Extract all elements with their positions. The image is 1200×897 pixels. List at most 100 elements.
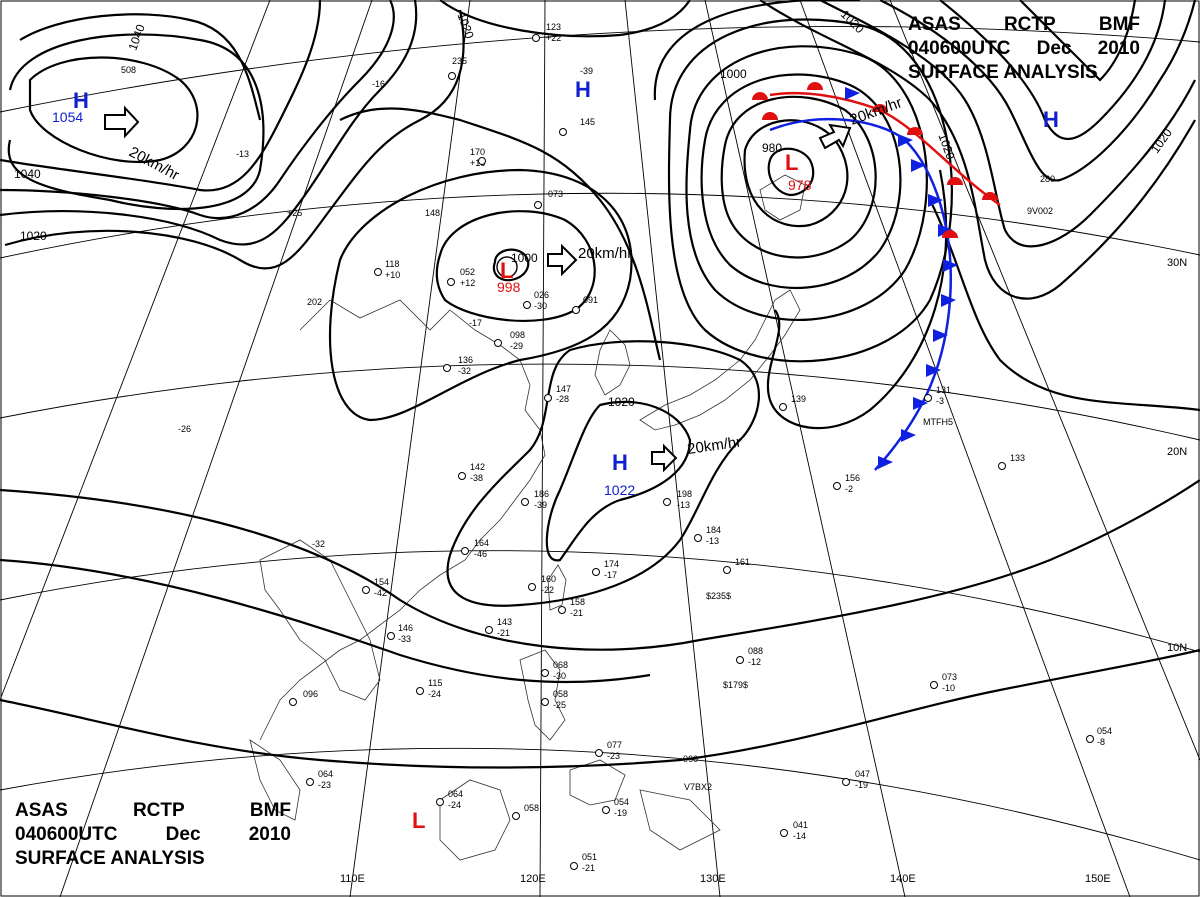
station-value: -24 <box>448 800 461 810</box>
motion-arrows <box>104 105 852 473</box>
isobar-low2-ring1 <box>767 147 815 197</box>
isobar-label: 1040 <box>126 22 148 52</box>
arrow-low-ne <box>818 123 852 150</box>
coast-taiwan <box>547 564 567 611</box>
station-value: 060 <box>683 754 698 764</box>
lon-line-90e <box>0 0 271 701</box>
station-circle <box>494 339 502 347</box>
cold-front-triangle <box>878 456 893 469</box>
station-value: -26 <box>178 424 191 434</box>
isobar-label: 1000 <box>720 67 747 81</box>
header-office: BMF <box>1098 14 1140 35</box>
station-value: 052 <box>460 267 475 277</box>
coast-mindanao <box>569 759 626 806</box>
header-time: 040600UTC <box>15 824 118 845</box>
header-station: RCTP <box>132 800 185 821</box>
coast-luzon <box>519 649 566 741</box>
station-value: $179$ <box>723 680 748 690</box>
isobar-ne-1020 <box>759 0 1196 300</box>
header-line-2: 040600UTC Dec 2010 <box>908 37 1140 61</box>
high-center-nw: H <box>73 88 89 113</box>
coast-japan <box>639 289 801 431</box>
high-center-taiwan: H <box>612 450 628 475</box>
station-value: +25 <box>287 208 302 218</box>
isobar-low2-ring7 <box>653 0 948 430</box>
isobar-ne-3 <box>879 0 1197 182</box>
station-value: 148 <box>425 208 440 218</box>
station-value: 198 <box>677 489 692 499</box>
station-circle <box>592 568 600 576</box>
station-circle <box>570 862 578 870</box>
station-value: -46 <box>474 549 487 559</box>
station-value: -13 <box>706 536 719 546</box>
lon-line-110e <box>349 0 471 897</box>
station-circle <box>485 626 493 634</box>
station-value: -23 <box>607 751 620 761</box>
station-value: 123 <box>546 22 561 32</box>
station-value: MTFH5 <box>923 417 953 427</box>
coastlines <box>249 174 806 861</box>
high-center-nw-value: 1054 <box>52 109 83 125</box>
warm-front-semicircle <box>762 112 778 120</box>
station-circle <box>534 201 542 209</box>
station-circle <box>461 547 469 555</box>
station-value: 508 <box>121 65 136 75</box>
station-circle <box>374 268 382 276</box>
station-value: 164 <box>474 538 489 548</box>
station-circle <box>780 829 788 837</box>
station-circle <box>447 278 455 286</box>
station-value: 073 <box>548 189 563 199</box>
station-value: -30 <box>534 301 547 311</box>
cold-front-triangle <box>913 397 928 410</box>
station-value: -17 <box>469 318 482 328</box>
station-circle <box>559 128 567 136</box>
warm-front-semicircle <box>872 104 888 112</box>
station-circle <box>541 669 549 677</box>
isobar-n-1020 <box>439 0 691 38</box>
isobar-label: 1020 <box>1148 126 1175 156</box>
station-value: 156 <box>845 473 860 483</box>
lat-label-30n: 30N <box>1167 257 1187 269</box>
station-value: 073 <box>942 672 957 682</box>
isobar-nw-c <box>0 0 322 192</box>
station-circle <box>443 364 451 372</box>
station-circle <box>478 157 486 165</box>
station-value: 136 <box>458 355 473 365</box>
station-value: +16 <box>470 158 485 168</box>
station-circle <box>924 394 932 402</box>
isobar-south-1 <box>0 479 1200 651</box>
station-value: +22 <box>546 33 561 43</box>
station-value: 064 <box>448 789 463 799</box>
station-circle <box>387 632 395 640</box>
isobar-label: 1020 <box>608 395 635 409</box>
station-value: -8 <box>1097 737 1105 747</box>
cold-front-triangle <box>926 364 941 377</box>
isobar-nw-1040-inner <box>28 56 199 164</box>
isobar-ne-5 <box>1019 0 1137 82</box>
isobar-nw-1020 <box>4 9 465 270</box>
station-value: $235$ <box>706 591 731 601</box>
isobar-east-long <box>929 199 1200 412</box>
header-year: 2010 <box>248 824 291 845</box>
lat-label-20n: 20N <box>1167 446 1187 458</box>
station-circle <box>541 698 549 706</box>
fronts <box>769 91 1001 471</box>
lat-line-40n <box>0 26 1200 113</box>
isobar-label: 980 <box>762 141 782 155</box>
station-value: -30 <box>553 671 566 681</box>
station-circle <box>602 806 610 814</box>
header-region: ASAS <box>908 14 961 35</box>
arrow-low-central <box>547 243 578 277</box>
arrow-high-tw <box>651 443 678 473</box>
front-symbols <box>752 82 998 469</box>
station-value: -3 <box>936 396 944 406</box>
station-value: -10 <box>942 683 955 693</box>
arrow-nw-high <box>104 105 140 139</box>
station-circle <box>416 687 424 695</box>
station-circle <box>595 749 603 757</box>
header-title: SURFACE ANALYSIS <box>15 848 205 869</box>
station-circle <box>723 566 731 574</box>
station-value: 186 <box>534 489 549 499</box>
